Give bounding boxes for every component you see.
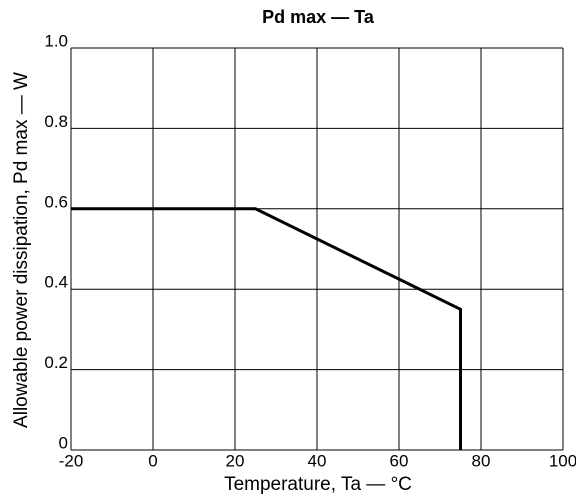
- y-axis-label: Allowable power dissipation, Pd max — W: [11, 72, 32, 428]
- x-axis-label: Temperature, Ta — °C: [224, 474, 412, 495]
- y-tick-label: 0.8: [44, 112, 68, 131]
- y-tick-label: 0.4: [44, 273, 68, 292]
- x-tick-label: 80: [472, 451, 491, 470]
- y-tick-label: 0.6: [44, 192, 68, 211]
- x-tick-label: 40: [308, 451, 327, 470]
- x-tick-label: 20: [226, 451, 245, 470]
- y-tick-label: 1.0: [44, 31, 68, 50]
- x-tick-label: 60: [390, 451, 409, 470]
- x-tick-label: 0: [148, 451, 157, 470]
- y-tick-label: 0: [59, 433, 68, 452]
- x-tick-label: -20: [59, 451, 84, 470]
- data-line: [71, 207, 462, 450]
- y-tick-label: 0.2: [44, 353, 68, 372]
- x-tick-label: 100: [549, 451, 576, 470]
- chart-title: Pd max — Ta: [262, 7, 375, 27]
